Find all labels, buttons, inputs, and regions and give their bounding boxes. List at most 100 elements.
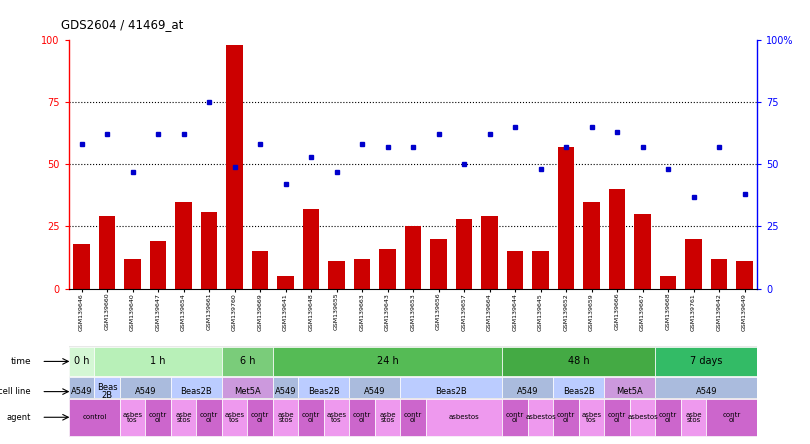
Bar	[222, 399, 247, 436]
Bar	[532, 251, 549, 289]
Bar	[303, 209, 319, 289]
Bar	[222, 347, 273, 376]
Bar	[145, 399, 171, 436]
Bar	[74, 244, 90, 289]
Bar	[273, 377, 298, 406]
Text: contr
ol: contr ol	[404, 412, 422, 423]
Bar	[120, 399, 145, 436]
Text: A549: A549	[70, 387, 92, 396]
Bar	[94, 347, 222, 376]
Bar	[247, 399, 273, 436]
Bar	[706, 399, 757, 436]
Bar	[273, 347, 502, 376]
Bar	[354, 259, 370, 289]
Bar	[94, 377, 120, 406]
Text: Met5A: Met5A	[234, 387, 261, 396]
Text: contr
ol: contr ol	[557, 412, 575, 423]
Bar	[400, 377, 502, 406]
Bar	[553, 399, 579, 436]
Text: contr
ol: contr ol	[608, 412, 626, 423]
Bar	[171, 399, 196, 436]
Bar	[456, 219, 472, 289]
Bar	[349, 399, 375, 436]
Bar	[405, 226, 421, 289]
Bar	[375, 399, 400, 436]
Text: Beas2B: Beas2B	[436, 387, 467, 396]
Bar	[660, 276, 676, 289]
Text: 0 h: 0 h	[74, 357, 89, 366]
Text: asbe
stos: asbe stos	[379, 412, 396, 423]
Text: 48 h: 48 h	[568, 357, 590, 366]
Bar	[69, 399, 120, 436]
Bar	[349, 377, 400, 406]
Text: 1 h: 1 h	[151, 357, 166, 366]
Bar	[634, 214, 651, 289]
Bar	[558, 147, 574, 289]
Text: A549: A549	[134, 387, 156, 396]
Bar	[502, 377, 553, 406]
Text: time: time	[11, 357, 31, 366]
Text: contr
ol: contr ol	[251, 412, 269, 423]
Text: GDS2604 / 41469_at: GDS2604 / 41469_at	[61, 18, 183, 31]
Text: asbes
tos: asbes tos	[326, 412, 347, 423]
Bar	[502, 347, 655, 376]
Bar	[655, 399, 681, 436]
Bar	[379, 249, 396, 289]
Bar	[553, 377, 604, 406]
Text: A549: A549	[275, 387, 296, 396]
Bar	[655, 347, 757, 376]
Bar	[711, 259, 727, 289]
Bar	[298, 399, 324, 436]
Text: Beas2B: Beas2B	[181, 387, 212, 396]
Bar	[604, 377, 655, 406]
Bar	[201, 211, 217, 289]
Bar	[481, 217, 498, 289]
Text: contr
ol: contr ol	[200, 412, 218, 423]
Bar	[298, 377, 349, 406]
Bar	[604, 399, 630, 436]
Bar	[426, 399, 502, 436]
Text: asbestos: asbestos	[525, 414, 556, 420]
Bar	[69, 347, 94, 376]
Text: Beas
2B: Beas 2B	[96, 383, 117, 400]
Text: contr
ol: contr ol	[723, 412, 741, 423]
Text: A549: A549	[696, 387, 717, 396]
Text: Met5A: Met5A	[616, 387, 643, 396]
Text: agent: agent	[6, 413, 31, 422]
Bar	[273, 399, 298, 436]
Bar	[630, 399, 655, 436]
Bar	[120, 377, 171, 406]
Text: Beas2B: Beas2B	[308, 387, 339, 396]
Bar	[324, 399, 349, 436]
Bar	[99, 217, 115, 289]
Text: control: control	[82, 414, 107, 420]
Bar	[685, 239, 702, 289]
Text: 7 days: 7 days	[690, 357, 723, 366]
Text: asbe
stos: asbe stos	[175, 412, 192, 423]
Bar	[252, 251, 268, 289]
Text: asbes
tos: asbes tos	[224, 412, 245, 423]
Bar	[736, 261, 752, 289]
Bar	[507, 251, 523, 289]
Text: asbestos: asbestos	[627, 414, 658, 420]
Bar	[681, 399, 706, 436]
Text: contr
ol: contr ol	[149, 412, 167, 423]
Text: 6 h: 6 h	[240, 357, 255, 366]
Bar	[430, 239, 447, 289]
Bar	[124, 259, 141, 289]
Text: 24 h: 24 h	[377, 357, 399, 366]
Text: A549: A549	[517, 387, 539, 396]
Bar	[277, 276, 294, 289]
Text: asbes
tos: asbes tos	[582, 412, 602, 423]
Bar	[226, 45, 243, 289]
Bar	[583, 202, 600, 289]
Bar	[400, 399, 426, 436]
Bar	[150, 242, 166, 289]
Text: A549: A549	[364, 387, 386, 396]
Text: Beas2B: Beas2B	[563, 387, 595, 396]
Bar	[196, 399, 222, 436]
Bar	[655, 377, 757, 406]
Text: contr
ol: contr ol	[506, 412, 524, 423]
Bar	[609, 189, 625, 289]
Bar	[175, 202, 192, 289]
